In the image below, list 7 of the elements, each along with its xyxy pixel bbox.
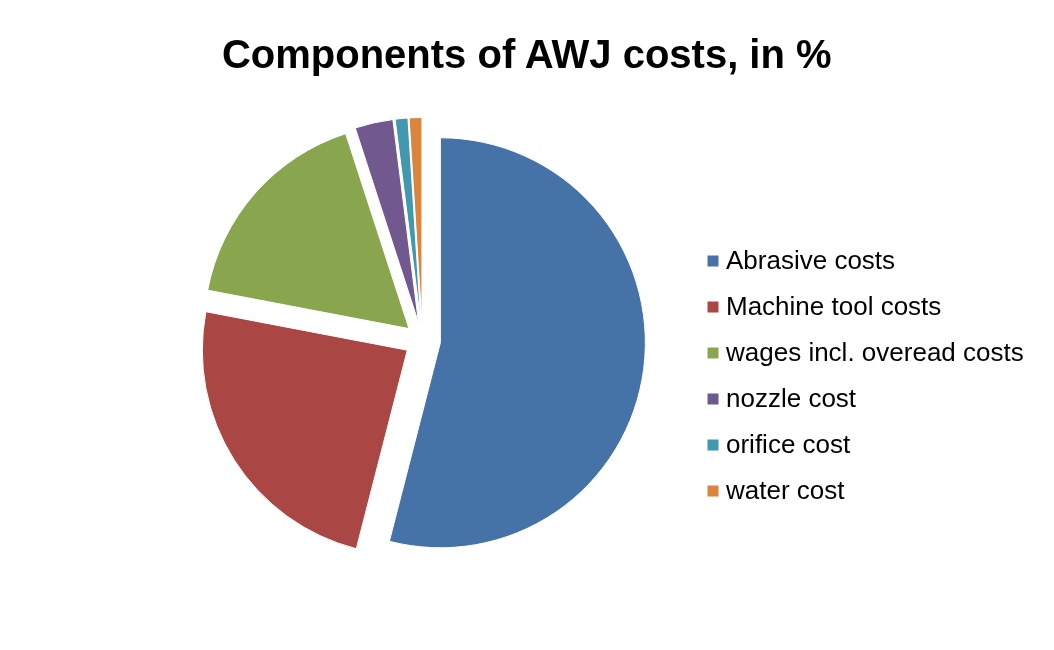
legend-label: nozzle cost (726, 383, 857, 414)
legend-label: water cost (726, 475, 845, 506)
legend-label: wages incl. overead costs (726, 337, 1024, 368)
legend-label: Machine tool costs (726, 291, 942, 322)
chart-title: Components of AWJ costs, in % (221, 31, 832, 76)
legend-label: Abrasive costs (726, 245, 896, 276)
legend-label: orifice cost (726, 429, 851, 460)
